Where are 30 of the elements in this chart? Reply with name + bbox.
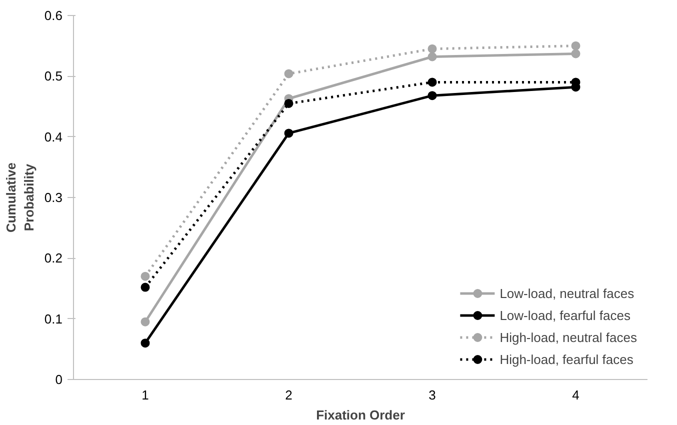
y-tick-label: 0.6 — [44, 8, 63, 23]
y-tick-label: 0.2 — [44, 250, 63, 266]
x-tick-label: 4 — [572, 388, 580, 402]
x-tick-label: 1 — [142, 388, 149, 402]
y-tick-label: 0 — [55, 372, 63, 387]
point — [428, 52, 437, 62]
point — [571, 49, 580, 58]
x-tick-label: 2 — [285, 388, 292, 402]
x-axis-title: Fixation Order — [316, 408, 405, 422]
point — [284, 69, 294, 78]
point — [428, 44, 437, 54]
y-tick-label: 0.5 — [44, 68, 63, 84]
legend-label: Low-load, fearful faces — [500, 308, 630, 322]
point — [140, 272, 150, 281]
point — [140, 282, 150, 292]
point — [140, 338, 150, 348]
legend-label: High-load, neutral faces — [500, 330, 637, 344]
y-tick-label: 0.4 — [44, 129, 63, 144]
point — [140, 317, 150, 326]
x-tick-label: 3 — [428, 388, 436, 402]
point — [284, 128, 294, 138]
point — [428, 91, 437, 100]
point — [284, 98, 294, 108]
point — [428, 78, 437, 87]
y-tick-label: 0.3 — [44, 190, 63, 205]
legend-label: Low-load, neutral faces — [500, 286, 634, 300]
y-axis-title: Cumulative Probability — [3, 162, 36, 233]
point — [571, 41, 580, 50]
legend-label: High-load, fearful faces — [500, 352, 634, 366]
y-tick-label: 0.1 — [44, 311, 63, 326]
